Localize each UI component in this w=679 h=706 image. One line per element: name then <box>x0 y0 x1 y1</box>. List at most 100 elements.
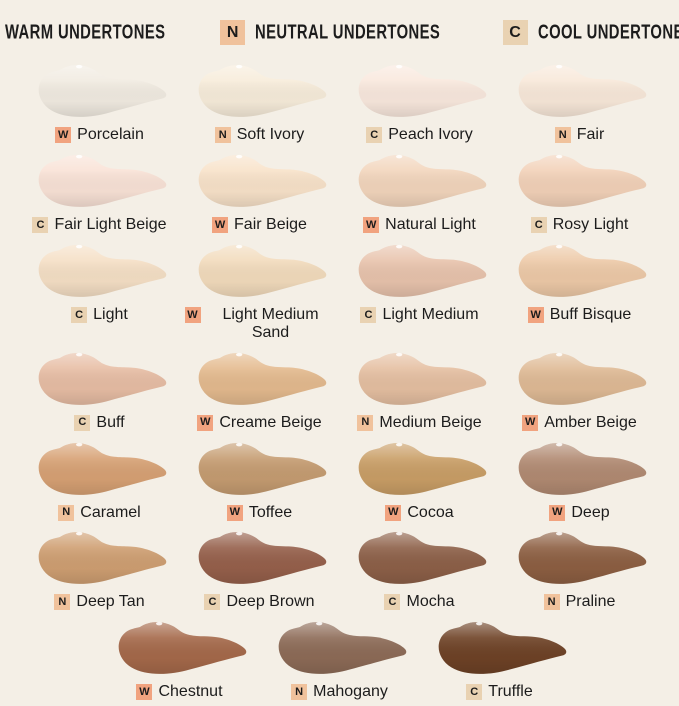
gloss-highlight-dot <box>556 532 562 535</box>
gloss-highlight-dot <box>396 532 402 535</box>
shade-name: Caramel <box>80 504 140 522</box>
gloss-highlight-dot <box>556 155 562 158</box>
foundation-smear-swatch <box>350 149 490 215</box>
shade-name: Rosy Light <box>553 216 629 234</box>
shade-cell: W Fair Beige <box>180 149 340 234</box>
cool-undertone-badge: C <box>503 20 528 45</box>
foundation-smear-swatch <box>110 616 250 682</box>
shade-name: Light <box>93 306 128 324</box>
foundation-smear-swatch <box>190 526 330 592</box>
shade-name: Deep Brown <box>226 593 314 611</box>
gloss-highlight-dot <box>396 155 402 158</box>
foundation-smear-swatch <box>510 59 650 125</box>
undertone-badge: C <box>74 415 90 431</box>
shade-name: Soft Ivory <box>237 126 305 144</box>
legend-neutral-label: NEUTRAL UNDERTONES <box>255 21 440 45</box>
shade-name: Porcelain <box>77 126 144 144</box>
shade-name: Fair Beige <box>234 216 307 234</box>
foundation-smear-swatch <box>350 526 490 592</box>
undertone-badge: W <box>212 217 228 233</box>
gloss-highlight-dot <box>236 353 242 356</box>
foundation-smear-swatch <box>430 616 570 682</box>
shade-cell: C Rosy Light <box>500 149 660 234</box>
foundation-smear-swatch <box>350 437 490 503</box>
shade-name: Mahogany <box>313 683 388 701</box>
shade-cell: W Chestnut <box>100 616 260 701</box>
undertone-badge: W <box>136 684 152 700</box>
neutral-undertone-badge: N <box>220 20 245 45</box>
undertone-badge: W <box>55 127 71 143</box>
shade-label: C Rosy Light <box>531 216 629 234</box>
foundation-smear-swatch <box>30 437 170 503</box>
shade-name: Buff <box>96 414 124 432</box>
undertone-badge: C <box>366 127 382 143</box>
legend-warm: W WARM UNDERTONES <box>0 20 210 45</box>
legend-warm-label: WARM UNDERTONES <box>5 21 165 45</box>
shade-cell: W Creame Beige <box>180 347 340 432</box>
undertone-badge: N <box>54 594 70 610</box>
gloss-highlight-dot <box>76 65 82 68</box>
foundation-smear-swatch <box>190 437 330 503</box>
shade-label: W Porcelain <box>55 126 144 144</box>
foundation-smear-swatch <box>270 616 410 682</box>
shade-name: Praline <box>566 593 616 611</box>
foundation-smear-swatch <box>350 59 490 125</box>
foundation-smear-swatch <box>30 526 170 592</box>
shade-name: Fair Light Beige <box>54 216 166 234</box>
foundation-smear-swatch <box>350 239 490 305</box>
shade-cell: C Fair Light Beige <box>20 149 180 234</box>
foundation-smear-swatch <box>510 239 650 305</box>
foundation-smear-swatch <box>190 59 330 125</box>
shade-cell: N Deep Tan <box>20 526 180 611</box>
undertone-badge: C <box>360 307 376 323</box>
shade-label: W Fair Beige <box>212 216 307 234</box>
undertone-badge: C <box>531 217 547 233</box>
gloss-highlight-dot <box>236 65 242 68</box>
shade-label: W Creame Beige <box>197 414 321 432</box>
gloss-highlight-dot <box>76 245 82 248</box>
gloss-highlight-dot <box>556 65 562 68</box>
shade-label: W Buff Bisque <box>528 306 632 324</box>
undertone-badge: C <box>384 594 400 610</box>
shade-name: Creame Beige <box>219 414 321 432</box>
undertone-badge: N <box>357 415 373 431</box>
shade-label: C Fair Light Beige <box>32 216 166 234</box>
shade-name: Buff Bisque <box>550 306 632 324</box>
foundation-smear-swatch <box>190 149 330 215</box>
undertone-badge: W <box>185 307 201 323</box>
gloss-highlight-dot <box>156 622 162 625</box>
shade-label: W Chestnut <box>136 683 222 701</box>
shade-name: Fair <box>577 126 605 144</box>
undertone-badge: C <box>32 217 48 233</box>
gloss-highlight-dot <box>236 155 242 158</box>
undertone-badge: W <box>528 307 544 323</box>
foundation-smear-swatch <box>30 347 170 413</box>
shade-name: Chestnut <box>158 683 222 701</box>
undertone-badge: W <box>197 415 213 431</box>
legend-cool-label: COOL UNDERTONES <box>538 21 679 45</box>
foundation-shade-chart: W WARM UNDERTONES N NEUTRAL UNDERTONES C… <box>0 0 679 679</box>
gloss-highlight-dot <box>76 353 82 356</box>
shade-name: Deep Tan <box>76 593 144 611</box>
gloss-highlight-dot <box>396 245 402 248</box>
gloss-highlight-dot <box>236 442 242 445</box>
